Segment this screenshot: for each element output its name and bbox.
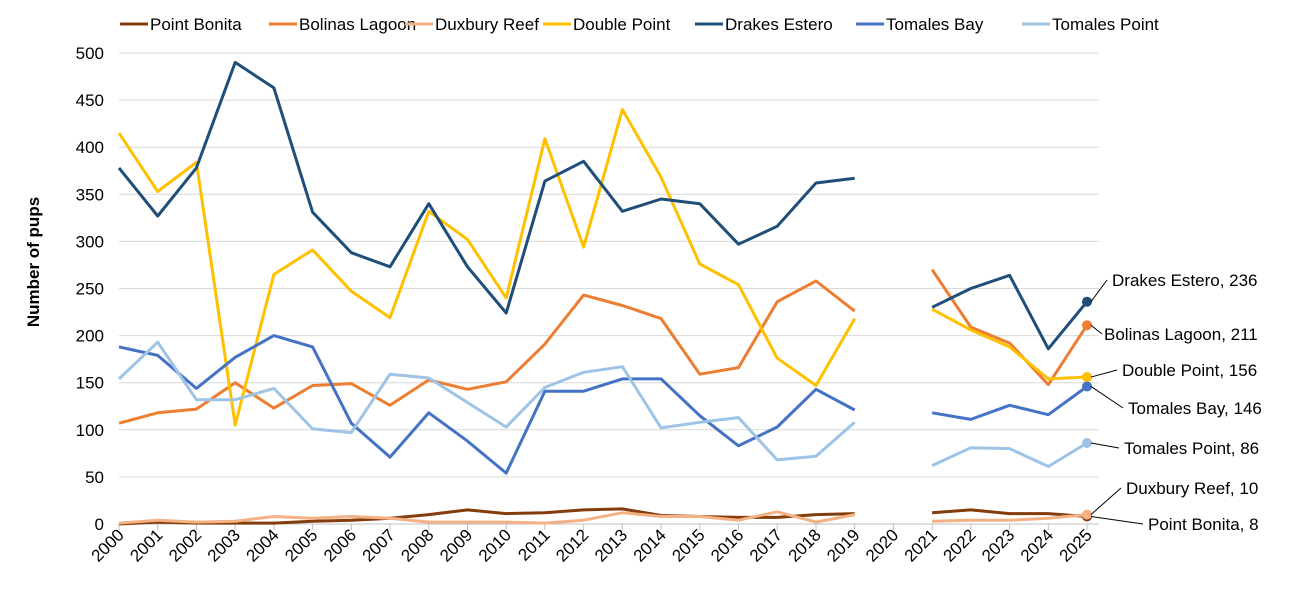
end-label: Tomales Bay, 146 <box>1128 399 1262 418</box>
x-axis: 2000200120022003200420052006200720082009… <box>88 524 1096 566</box>
y-tick-label: 100 <box>76 421 104 440</box>
y-tick-label: 50 <box>85 468 104 487</box>
series-lines <box>117 60 1092 526</box>
end-marker <box>1082 320 1092 331</box>
y-tick-label: 250 <box>76 280 104 299</box>
x-tick-label: 2023 <box>978 525 1018 565</box>
series-line-drakes-estero <box>117 60 1089 351</box>
x-tick-label: 2017 <box>746 525 786 565</box>
x-tick-label: 2022 <box>939 525 979 565</box>
x-tick-label: 2004 <box>243 525 283 565</box>
y-tick-label: 150 <box>76 374 104 393</box>
legend-label: Duxbury Reef <box>435 15 539 34</box>
y-tick-label: 300 <box>76 232 104 251</box>
x-tick-label: 2010 <box>475 525 515 565</box>
series-line-bolinas-lagoon <box>118 268 1089 425</box>
x-tick-label: 2009 <box>436 525 476 565</box>
y-tick-label: 0 <box>95 515 104 534</box>
x-tick-label: 2019 <box>823 525 863 565</box>
x-tick-label: 2008 <box>397 525 437 565</box>
legend-label: Tomales Bay <box>886 15 984 34</box>
series-line-tomales-bay <box>118 334 1088 475</box>
x-tick-label: 2021 <box>901 525 941 565</box>
y-tick-label: 200 <box>76 327 104 346</box>
x-tick-label: 2002 <box>165 525 205 565</box>
x-tick-label: 2006 <box>320 525 360 565</box>
end-label: Point Bonita, 8 <box>1148 515 1259 534</box>
x-tick-label: 2025 <box>1056 525 1096 565</box>
x-tick-label: 2007 <box>359 525 399 565</box>
x-tick-label: 2011 <box>514 525 553 564</box>
y-tick-label: 400 <box>76 138 104 157</box>
leader-line <box>1090 369 1118 378</box>
end-marker <box>1082 372 1092 383</box>
y-axis-title: Number of pups <box>24 197 43 327</box>
legend-label: Point Bonita <box>150 15 242 34</box>
x-tick-label: 2001 <box>126 525 166 565</box>
y-tick-label: 450 <box>76 91 104 110</box>
x-tick-label: 2016 <box>707 525 747 565</box>
end-label: Double Point, 156 <box>1122 361 1257 380</box>
y-tick-label: 500 <box>76 44 104 63</box>
end-marker <box>1082 381 1092 392</box>
end-marker <box>1082 437 1092 448</box>
leader-line <box>1090 324 1103 335</box>
legend: Point Bonita Bolinas Lagoon Duxbury Reef Do… <box>120 15 1159 34</box>
end-label: Drakes Estero, 236 <box>1112 271 1258 290</box>
x-tick-label: 2012 <box>552 525 592 565</box>
end-labels: Point Bonita, 8 Bolinas Lagoon, 211 Duxbur… <box>1090 271 1262 534</box>
leader-line <box>1090 442 1120 449</box>
x-tick-label: 2005 <box>281 525 321 565</box>
x-tick-label: 2024 <box>1017 525 1057 565</box>
legend-label: Drakes Estero <box>725 15 833 34</box>
end-marker <box>1082 509 1092 520</box>
series-line-point-bonita <box>118 507 1088 526</box>
legend-label: Tomales Point <box>1052 15 1159 34</box>
y-axis: 0 50 100 150 200 250 300 350 400 450 500 <box>76 44 104 534</box>
series-line-duxbury-reef <box>118 510 1088 525</box>
x-tick-label: 2018 <box>785 525 825 565</box>
legend-label: Bolinas Lagoon <box>299 15 416 34</box>
gridlines <box>119 52 1099 525</box>
x-tick-label: 2014 <box>630 525 670 565</box>
leader-line <box>1090 279 1108 302</box>
legend-label: Double Point <box>573 15 671 34</box>
y-tick-label: 350 <box>76 185 104 204</box>
end-label: Duxbury Reef, 10 <box>1126 479 1258 498</box>
leader-line <box>1090 386 1124 409</box>
x-tick-label: 2015 <box>668 525 708 565</box>
x-tick-label: 2003 <box>204 525 244 565</box>
leader-line <box>1090 487 1122 515</box>
leader-line <box>1090 515 1144 525</box>
series-line-double-point <box>117 108 1088 427</box>
x-tick-label: 2020 <box>862 525 902 565</box>
series-line-tomales-point <box>117 340 1088 468</box>
end-marker <box>1082 296 1092 307</box>
end-label: Bolinas Lagoon, 211 <box>1104 325 1258 344</box>
x-tick-label: 2013 <box>591 525 631 565</box>
end-label: Tomales Point, 86 <box>1124 439 1259 458</box>
